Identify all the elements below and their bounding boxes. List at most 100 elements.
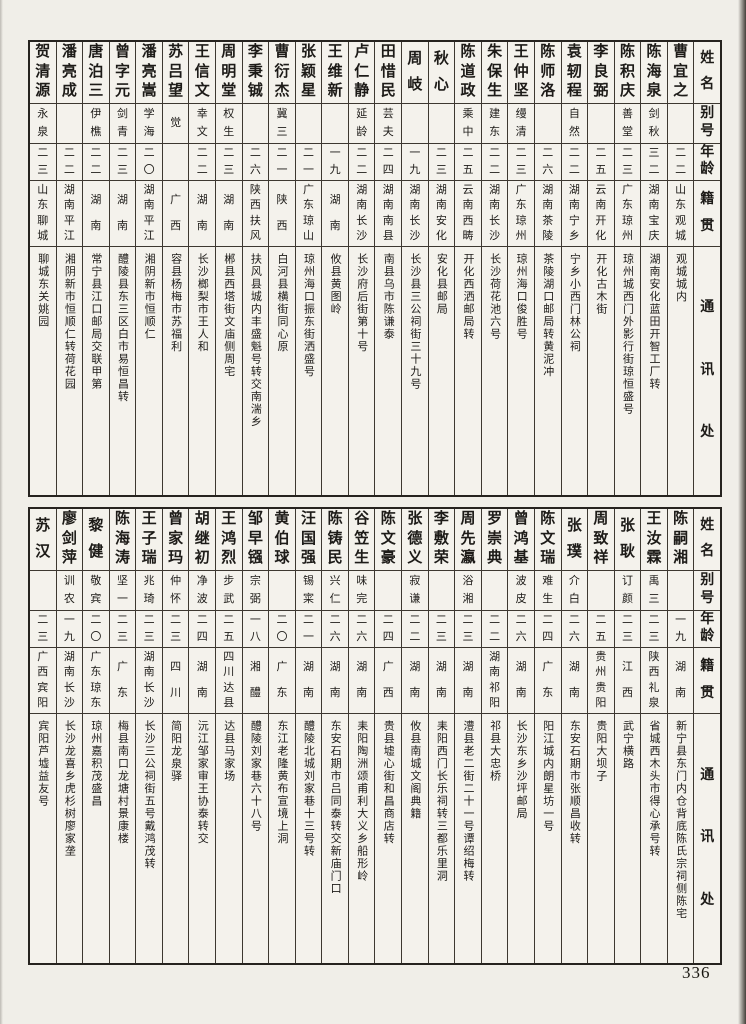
name-cell: 周致祥 <box>588 509 614 571</box>
name-cell: 苏汉 <box>29 509 56 571</box>
address-cell: 长沙龙喜乡虎杉树廖家垄 <box>63 720 76 858</box>
alias-cell: 兴仁 <box>322 571 348 611</box>
directory-entry-column: 陈铸民兴仁二六湖南东安石期市吕同泰转交新庙门口 <box>321 509 348 963</box>
name-cell: 曹衍杰 <box>269 42 295 104</box>
native-place-cell: 广西 <box>375 648 402 714</box>
age-cell: 二四 <box>534 611 561 648</box>
alias-cell: 寂谦 <box>402 571 428 611</box>
name-cell: 陈文豪 <box>375 509 402 571</box>
address-cell: 攸县南城文阁典籍 <box>408 720 421 820</box>
directory-entry-column: 黎健敬宾二〇广东琼东琼州嘉积茂盛昌 <box>82 509 109 963</box>
alias-cell <box>402 104 428 144</box>
age-cell <box>162 144 189 181</box>
alias-cell: 净波 <box>189 571 216 611</box>
name-cell: 李敷荣 <box>428 509 455 571</box>
alias-cell: 订颜 <box>614 571 641 611</box>
directory-entry-column: 周明堂权生二三湖南郴县西塔街文庙侧周宅 <box>215 42 242 495</box>
address-cell: 东江老隆黄布宣境上洞 <box>275 720 288 845</box>
alias-cell: 训农 <box>56 571 83 611</box>
native-place-cell: 湖南 <box>322 648 348 714</box>
name-cell: 王信文 <box>189 42 216 104</box>
name-cell: 黎健 <box>83 509 109 571</box>
address-cell: 阳江城内朗星坊一号 <box>541 720 554 833</box>
address-cell: 白河县横街同心原 <box>275 253 288 353</box>
address-cell: 耒阳西门长乐祠转三都乐里洞 <box>435 720 448 883</box>
roster-table-upper: 姓名 别号 年龄 籍贯 通讯处 曹宜之二二山东观城观城城内陈海泉剑秋三二湖南宝庆… <box>28 40 722 497</box>
address-cell: 攸县黄图岭 <box>329 253 342 316</box>
header-column: 姓名 别号 年龄 籍贯 通讯处 <box>693 509 720 963</box>
age-cell: 二三 <box>216 144 242 181</box>
age-cell: 二三 <box>136 611 162 648</box>
age-cell: 二二 <box>56 144 83 181</box>
address-cell: 湖南安化蓝田开智工厂转 <box>648 253 661 391</box>
name-cell: 谷笠生 <box>348 509 375 571</box>
name-cell: 贺清源 <box>29 42 56 104</box>
name-cell: 陈师洛 <box>534 42 561 104</box>
directory-entry-column: 王子瑞兆琦二三湖南长沙长沙三公祠街五号戴鸿茂转 <box>135 509 162 963</box>
native-place-cell: 广西宾阳 <box>29 648 56 714</box>
directory-entry-column: 苏吕望觉广西容县杨梅市苏福利 <box>161 42 189 495</box>
alias-cell: 坚一 <box>109 571 136 611</box>
name-cell: 陈海涛 <box>109 509 136 571</box>
age-cell: 二二 <box>189 144 216 181</box>
age-cell: 一八 <box>242 611 269 648</box>
native-place-cell: 湖南茶陵 <box>534 181 561 247</box>
alias-cell: 永泉 <box>29 104 56 144</box>
address-cell: 长沙府后街第十号 <box>355 253 368 353</box>
alias-cell: 芸夫 <box>375 104 402 144</box>
native-place-cell: 广东琼东 <box>83 648 109 714</box>
alias-cell: 敬宾 <box>83 571 109 611</box>
alias-cell: 波皮 <box>508 571 534 611</box>
address-cell: 观城城内 <box>674 253 687 303</box>
address-cell: 沅江邹家审王协泰转交 <box>196 720 209 845</box>
address-cell: 新宁县东门内仓背底陈氏宗祠侧陈宅 <box>674 720 687 920</box>
native-place-cell: 湖南 <box>455 648 481 714</box>
address-cell: 长沙榔梨市王人和 <box>196 253 209 353</box>
age-cell: 二三 <box>109 144 136 181</box>
directory-entry-column: 秋心二三湖南安化安化县邮局 <box>427 42 455 495</box>
age-cell: 二四 <box>375 611 402 648</box>
native-place-cell: 湖南 <box>348 648 375 714</box>
native-place-cell: 湖南宁乡 <box>561 181 588 247</box>
alias-cell: 觉 <box>162 104 189 144</box>
name-cell: 陈海泉 <box>641 42 667 104</box>
age-cell: 二三 <box>109 611 136 648</box>
directory-entry-column: 张耿订颜二三江西武宁横路 <box>613 509 641 963</box>
native-place-cell: 陕西礼泉 <box>641 648 667 714</box>
address-cell: 东安石期市吕同泰转交新庙门口 <box>329 720 342 895</box>
name-cell: 汪国强 <box>295 509 322 571</box>
alias-cell: 幸文 <box>189 104 216 144</box>
native-place-cell: 广西 <box>162 181 189 247</box>
address-cell: 醴陵刘家巷六十八号 <box>249 720 262 833</box>
directory-entry-column: 陈文瑞难生二四广东阳江城内朗星坊一号 <box>533 509 561 963</box>
directory-entry-column: 王汝霖禹三二三陕西礼泉省城西木头市得心承号转 <box>640 509 667 963</box>
name-cell: 陈文瑞 <box>534 509 561 571</box>
name-cell: 李秉铖 <box>242 42 269 104</box>
directory-entry-column: 李良弼二五云南开化开化古木街 <box>587 42 614 495</box>
directory-entry-column: 王鸿烈步武二五四川达县达县马家场 <box>215 509 242 963</box>
name-cell: 曾家玛 <box>162 509 189 571</box>
directory-entry-column: 潘亮成二二湖南平江湘阴新市恒顺仁转荷花园 <box>55 42 83 495</box>
native-place-cell: 云南西畴 <box>455 181 481 247</box>
native-place-cell: 四川达县 <box>216 648 242 714</box>
age-cell: 二四 <box>375 144 402 181</box>
directory-entry-column: 谷笠生味完二六湖南耒阳陶洲颂甫利大义乡船形岭 <box>347 509 375 963</box>
alias-cell: 步武 <box>216 571 242 611</box>
name-cell: 唐泊三 <box>83 42 109 104</box>
native-place-cell: 湖南长沙 <box>136 648 162 714</box>
address-cell: 安化县邮局 <box>435 253 448 316</box>
native-place-cell: 湖南安化 <box>428 181 455 247</box>
age-cell: 二三 <box>29 144 56 181</box>
name-cell: 陈道政 <box>455 42 481 104</box>
alias-cell: 乘中 <box>455 104 481 144</box>
directory-entry-column: 张璞介白二六湖南东安石期市张顺昌收转 <box>560 509 588 963</box>
address-cell: 长沙县三公祠街三十九号 <box>408 253 421 391</box>
age-cell: 一九 <box>402 144 428 181</box>
address-cell: 简阳龙泉驿 <box>169 720 182 783</box>
native-place-cell: 江西 <box>614 648 641 714</box>
directory-entry-column: 陈海泉剑秋三二湖南宝庆湖南安化蓝田开智工厂转 <box>640 42 667 495</box>
alias-cell <box>667 104 694 144</box>
directory-entry-column: 汪国强锡寀二一湖南醴陵北城刘家巷十三号转 <box>294 509 322 963</box>
name-cell: 曾鸿基 <box>508 509 534 571</box>
alias-cell: 冀三 <box>269 104 295 144</box>
